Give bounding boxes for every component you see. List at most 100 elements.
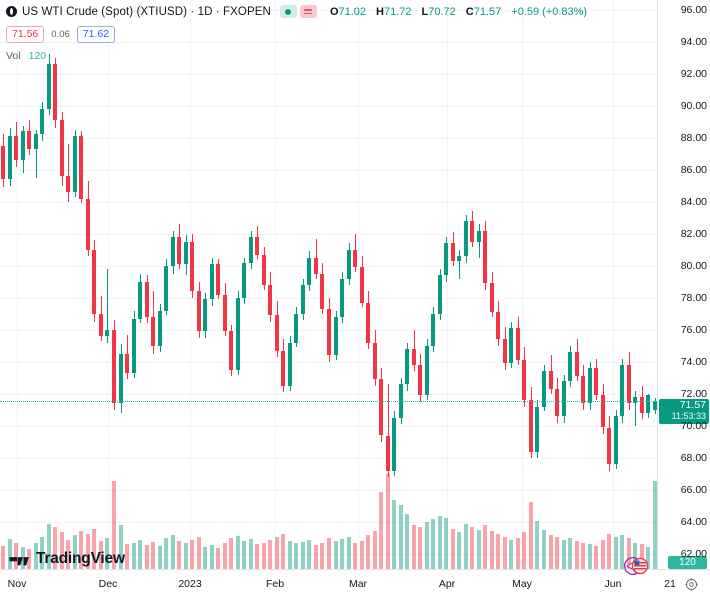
candle-body [184,241,188,265]
volume-bar [236,536,240,569]
candle-wick [36,129,37,178]
candle-body [171,236,175,266]
volume-bar [640,544,644,569]
us-flag-event-icon[interactable] [623,556,649,576]
volume-bar [496,533,500,569]
grid-line-horizontal [0,170,658,171]
volume-bar [1,545,5,569]
candle-body [249,236,253,263]
grid-line-horizontal [0,458,658,459]
price-axis-tick: 80.00 [680,260,707,272]
candle-body [47,64,51,109]
candle-body [177,236,181,265]
time-axis[interactable]: Nov Dec 2023 Feb Mar Apr May Jun 21 [0,569,710,600]
overlay-layer [0,401,658,402]
volume-bar [509,539,513,569]
volume-bar [399,504,403,569]
volume-bar [105,538,109,569]
candle-body [125,353,129,374]
volume-bar [620,535,624,569]
volume-bar [379,492,383,569]
candle-body [307,257,311,285]
volume-bar [353,542,357,569]
candle-body [601,395,605,428]
candle-body [640,397,644,414]
volume-bar [366,534,370,569]
candle-body [197,291,201,332]
candle-body [340,278,344,318]
volume-bar [99,541,103,569]
volume-bar [79,531,83,569]
price-axis[interactable]: 71.57 11:53:33 120 96.00 94.00 92.00 90.00 8… [657,0,710,570]
candle-body [353,249,357,268]
candle-body [210,264,214,300]
candle-body [607,427,611,465]
volume-bar [327,538,331,569]
volume-bar [203,547,207,569]
candle-body [275,315,279,351]
candle-body [320,273,324,309]
volume-bar [288,541,292,569]
candle-body [158,310,162,346]
volume-bar [138,539,142,569]
price-axis-tick: 96.00 [680,4,707,16]
candle-body [405,349,409,385]
volume-bar [229,538,233,569]
volume-bar [542,529,546,569]
candle-body [242,262,246,298]
candle-body [236,297,240,370]
volume-bar [646,547,650,569]
grid-line-horizontal [0,106,658,107]
time-axis-tick: Apr [438,578,456,590]
volume-bar [535,520,539,569]
volume-bar [158,546,162,569]
grid-line-vertical [17,0,18,570]
candle-body [366,302,370,343]
volume-bar [86,533,90,569]
candle-body [425,345,429,396]
volume-bar [627,538,631,569]
candle-body [412,349,416,366]
candle-body [79,136,83,199]
volume-bar [314,544,318,569]
price-axis-tick: 88.00 [680,132,707,144]
candle-body [105,329,109,337]
candle-body [562,381,566,417]
time-axis-tick: Nov [7,578,27,590]
candle-wick [107,268,108,343]
candle-body [151,317,155,346]
volume-bar [340,539,344,569]
candle-body [627,365,631,404]
candle-body [334,317,338,356]
time-axis-tick: Mar [348,578,368,590]
volume-bar [197,536,201,569]
gear-icon[interactable] [685,578,698,591]
volume-bar [53,526,57,569]
candle-body [535,406,539,452]
volume-bar [8,539,12,569]
volume-bar [444,517,448,569]
candle-body [386,435,390,471]
volume-bar [373,531,377,569]
candle-body [138,281,142,319]
candle-body [568,352,572,382]
time-axis-tick: Jun [604,578,622,590]
candle-body [132,318,136,374]
candle-body [477,230,481,242]
price-axis-tick: 64.00 [680,516,707,528]
volume-bar [145,544,149,569]
candle-body [379,379,383,436]
volume-bar [262,542,266,569]
volume-bar [334,541,338,569]
price-axis-tick: 82.00 [680,228,707,240]
volume-bar [425,522,429,569]
candle-body [8,136,12,180]
price-axis-tick: 86.00 [680,164,707,176]
volume-bar [653,481,657,569]
chart-pane[interactable] [0,0,671,570]
candle-body [360,267,364,303]
candle-body [327,309,331,356]
candle-wick [635,390,636,426]
candle-body [66,176,70,193]
volume-bar [21,547,25,569]
